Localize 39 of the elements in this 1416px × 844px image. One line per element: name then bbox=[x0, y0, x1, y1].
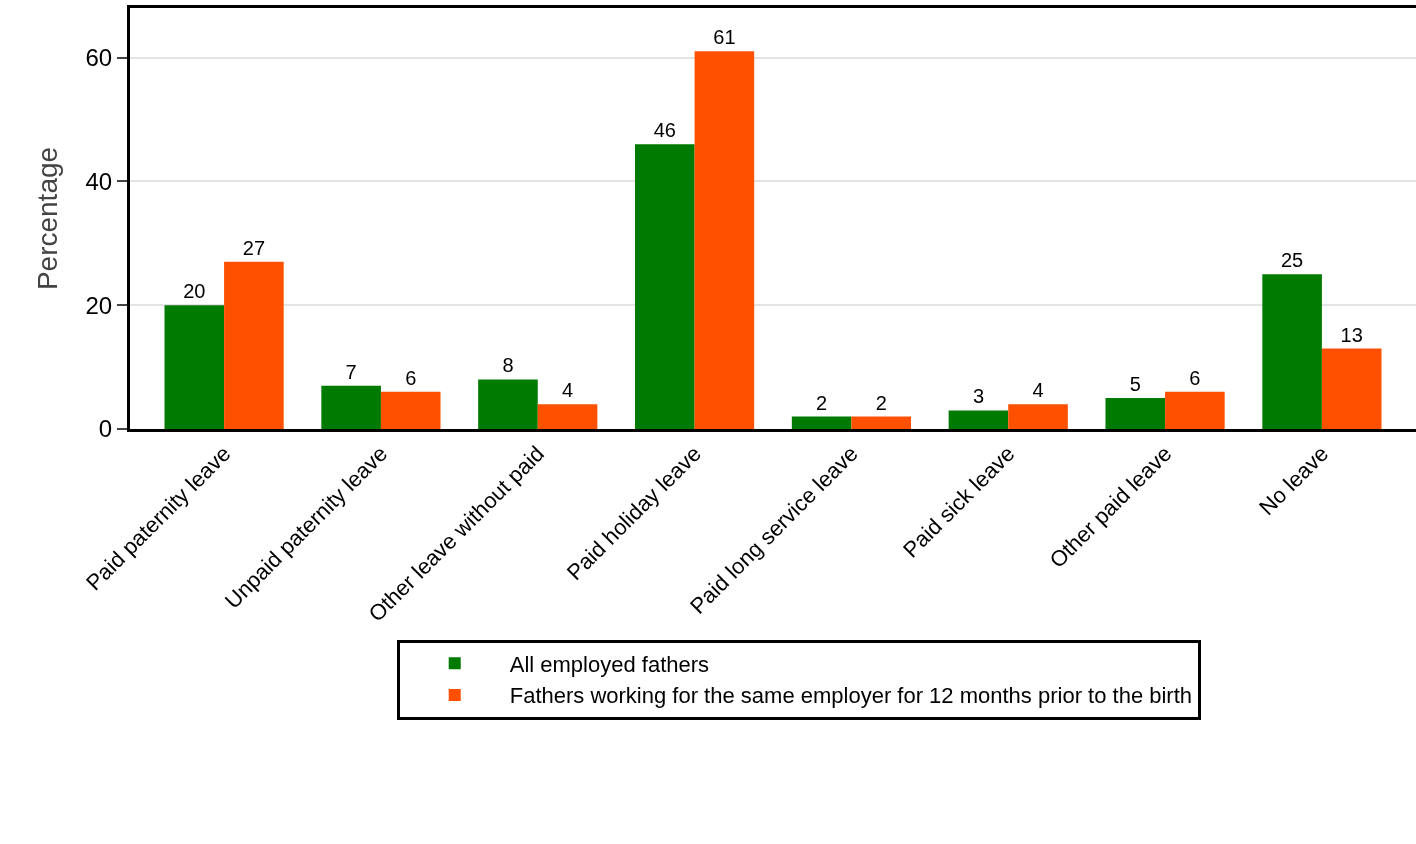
bar bbox=[948, 410, 1009, 429]
data-label: 3 bbox=[972, 385, 985, 408]
data-label: 20 bbox=[183, 280, 206, 303]
data-label: 6 bbox=[1189, 366, 1201, 389]
bar bbox=[634, 144, 695, 429]
data-label: 2 bbox=[875, 391, 887, 414]
bar bbox=[1008, 404, 1068, 429]
bar bbox=[1105, 398, 1166, 429]
bar bbox=[224, 261, 284, 429]
y-tick-label: 0 bbox=[98, 415, 113, 443]
bar bbox=[1321, 348, 1382, 429]
data-label: 6 bbox=[405, 366, 417, 389]
data-label: 8 bbox=[502, 354, 514, 377]
data-label: 2 bbox=[816, 391, 828, 414]
data-label: 61 bbox=[713, 26, 736, 49]
legend-label: Fathers working for the same employer for 12 months prior to the birth bbox=[509, 683, 1193, 709]
data-label: 13 bbox=[1340, 323, 1363, 346]
bar bbox=[321, 385, 381, 429]
data-label: 5 bbox=[1129, 373, 1141, 396]
bar bbox=[851, 416, 912, 429]
y-tick-label: 40 bbox=[85, 167, 113, 195]
bar bbox=[478, 379, 538, 429]
bar bbox=[1165, 391, 1225, 429]
data-label: 7 bbox=[345, 360, 357, 383]
bar bbox=[1262, 274, 1322, 429]
data-label: 46 bbox=[653, 119, 676, 142]
bar bbox=[694, 51, 755, 429]
data-label: 27 bbox=[242, 236, 266, 259]
bar bbox=[791, 416, 852, 429]
y-tick-label: 20 bbox=[85, 291, 113, 319]
data-label: 25 bbox=[1280, 249, 1304, 272]
bar bbox=[537, 404, 598, 429]
bar bbox=[380, 391, 441, 429]
bar bbox=[164, 305, 225, 429]
y-axis-title: Percentage bbox=[32, 146, 64, 291]
data-label: 4 bbox=[1032, 379, 1044, 402]
legend-label: All employed fathers bbox=[509, 651, 710, 677]
data-label: 4 bbox=[561, 379, 574, 402]
y-tick-label: 60 bbox=[85, 43, 113, 71]
